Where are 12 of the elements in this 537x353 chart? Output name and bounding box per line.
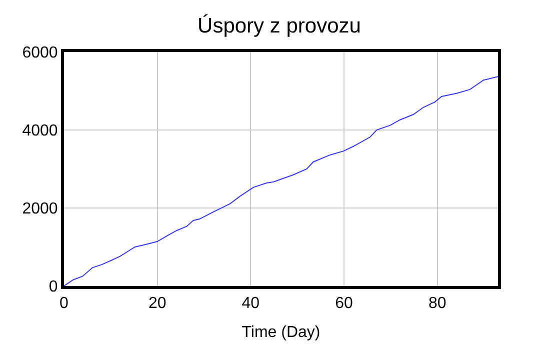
y-tick-label: 0 <box>48 278 58 296</box>
x-tick-label: 40 <box>242 295 260 312</box>
x-tick-label: 0 <box>60 295 69 312</box>
y-tick-label: 6000 <box>22 44 58 62</box>
x-tick-label: 20 <box>148 295 166 312</box>
x-axis-title: Time (Day) <box>242 324 320 341</box>
x-tick-label: 60 <box>335 295 353 312</box>
y-tick-label: 4000 <box>22 122 58 140</box>
x-tick-label: 80 <box>428 295 446 312</box>
y-tick-label: 2000 <box>22 200 58 218</box>
line-series <box>64 76 498 286</box>
chart-title: Úspory z provozu <box>198 13 361 38</box>
